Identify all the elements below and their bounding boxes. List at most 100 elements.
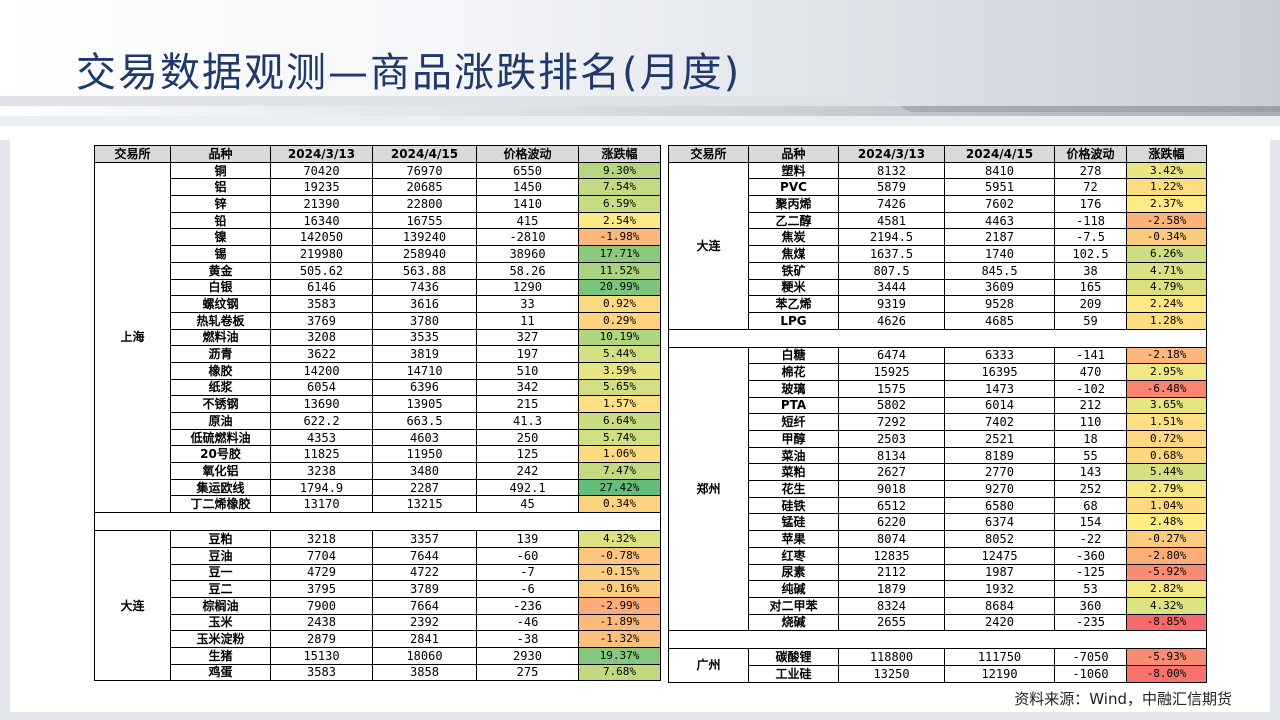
product-name-cell: 不锈钢 — [170, 395, 271, 413]
price-change-cell: 510 — [476, 361, 579, 380]
change-percent-cell: 20.99% — [578, 278, 661, 297]
table-row: 乙二醇 4581 4463 -118 -2.58% — [669, 211, 1207, 230]
price-date-2-cell: 2187 — [944, 228, 1055, 247]
price-change-cell: -6 — [476, 580, 579, 598]
price-date-2-cell: 139240 — [372, 228, 477, 247]
price-change-cell: -7 — [476, 563, 579, 582]
table-row: 郑州 白糖 6474 6333 -141 -2.18% — [668, 346, 1207, 632]
table-row: 菜粕 2627 2770 143 5.44% — [669, 463, 1207, 482]
table-row: 铝 19235 20685 1450 7.54% — [95, 178, 661, 197]
product-name-cell: 甲醇 — [748, 430, 839, 448]
product-name-cell: 氧化铝 — [170, 462, 271, 480]
change-percent-cell: 0.68% — [1126, 446, 1207, 465]
price-date-1-cell: 142050 — [270, 228, 373, 247]
table-row: 锰硅 6220 6374 154 2.48% — [669, 513, 1207, 532]
change-percent-cell: -0.16% — [578, 580, 661, 598]
exchange-cell: 大连 — [94, 530, 171, 682]
price-date-1-cell: 2194.5 — [838, 228, 945, 247]
change-percent-cell: -0.15% — [578, 563, 661, 582]
price-change-cell: 275 — [476, 663, 579, 682]
price-date-2-cell: 16755 — [372, 211, 477, 230]
price-date-1-cell: 1575 — [838, 379, 945, 398]
left-price-table: 交易所 品种 2024/3/13 2024/4/15 价格波动 涨跌幅 上海铜 7… — [94, 145, 661, 682]
table-row: 原油 622.2 663.5 41.3 6.64% — [95, 412, 661, 430]
price-date-1-cell: 3795 — [270, 580, 373, 598]
price-date-2-cell: 111750 — [944, 648, 1055, 666]
price-change-cell: -7050 — [1054, 648, 1127, 666]
price-change-cell: 278 — [1054, 161, 1127, 180]
change-percent-cell: -2.99% — [578, 596, 661, 615]
price-date-2-cell: 6580 — [944, 496, 1055, 515]
price-date-1-cell: 16340 — [270, 211, 373, 230]
price-date-2-cell: 8052 — [944, 530, 1055, 548]
price-date-2-cell: 1473 — [944, 379, 1055, 398]
product-name-cell: 鸡蛋 — [170, 663, 271, 682]
price-change-cell: -235 — [1054, 613, 1127, 632]
change-percent-cell: 7.47% — [578, 462, 661, 480]
price-change-cell: 2930 — [476, 646, 579, 665]
change-percent-cell: 27.42% — [578, 478, 661, 497]
price-change-cell: 1450 — [476, 178, 579, 197]
product-name-cell: 豆二 — [170, 580, 271, 598]
product-name-cell: 尿素 — [748, 563, 839, 582]
table-row: 铅 16340 16755 415 2.54% — [95, 211, 661, 230]
price-change-cell: 68 — [1054, 496, 1127, 515]
product-name-cell: 苹果 — [748, 530, 839, 548]
price-date-2-cell: 9270 — [944, 480, 1055, 498]
table-row: 铁矿 807.5 845.5 38 4.71% — [669, 261, 1207, 280]
change-percent-cell: 17.71% — [578, 245, 661, 263]
price-date-1-cell: 7292 — [838, 413, 945, 431]
table-row: 豆一 4729 4722 -7 -0.15% — [95, 563, 661, 582]
price-change-cell: -7.5 — [1054, 228, 1127, 247]
price-date-2-cell: 7644 — [372, 546, 477, 565]
product-name-cell: 铅 — [170, 211, 271, 230]
price-change-cell: 176 — [1054, 195, 1127, 213]
table-row: 硅铁 6512 6580 68 1.04% — [669, 496, 1207, 515]
product-name-cell: 棕榈油 — [170, 596, 271, 615]
product-name-cell: 黄金 — [170, 261, 271, 280]
table-row: 红枣 12835 12475 -360 -2.80% — [669, 546, 1207, 565]
product-name-cell: 苯乙烯 — [748, 295, 839, 313]
product-name-cell: 铜 — [170, 161, 271, 180]
price-change-cell: 139 — [476, 530, 579, 548]
price-change-cell: 6550 — [476, 161, 579, 180]
table-row: PVC 5879 5951 72 1.22% — [669, 178, 1207, 197]
change-percent-cell: 0.29% — [578, 311, 661, 330]
change-percent-cell: 0.92% — [578, 295, 661, 313]
source-note: 资料来源：Wind，中融汇信期货 — [1014, 690, 1232, 708]
header-date-2: 2024/4/15 — [372, 145, 477, 163]
price-date-2-cell: 3780 — [372, 311, 477, 330]
table-row: 对二甲苯 8324 8684 360 4.32% — [669, 596, 1207, 615]
table-row: 丁二烯橡胶 13170 13215 45 0.34% — [95, 495, 661, 514]
price-date-2-cell: 4685 — [944, 311, 1055, 330]
change-percent-cell: -8.00% — [1126, 664, 1207, 683]
change-percent-cell: 5.74% — [578, 428, 661, 447]
change-percent-cell: -0.78% — [578, 546, 661, 565]
price-date-2-cell: 13905 — [372, 395, 477, 413]
change-percent-cell: 3.59% — [578, 361, 661, 380]
change-percent-cell: 4.79% — [1126, 278, 1207, 297]
price-date-1-cell: 12835 — [838, 546, 945, 565]
exchange-cell: 郑州 — [668, 346, 749, 632]
table-row: 粳米 3444 3609 165 4.79% — [669, 278, 1207, 297]
product-name-cell: 玻璃 — [748, 379, 839, 398]
price-change-cell: -102 — [1054, 379, 1127, 398]
change-percent-cell: 6.59% — [578, 195, 661, 213]
price-date-1-cell: 11825 — [270, 445, 373, 464]
product-name-cell: 菜粕 — [748, 463, 839, 482]
table-row: 豆二 3795 3789 -6 -0.16% — [95, 580, 661, 598]
table-row: 锌 21390 22800 1410 6.59% — [95, 195, 661, 213]
product-name-cell: 棉花 — [748, 363, 839, 381]
price-change-cell: 250 — [476, 428, 579, 447]
table-row: 花生 9018 9270 252 2.79% — [669, 480, 1207, 498]
price-change-cell: 212 — [1054, 396, 1127, 415]
price-change-cell: -360 — [1054, 546, 1127, 565]
price-date-2-cell: 5951 — [944, 178, 1055, 197]
price-date-1-cell: 13690 — [270, 395, 373, 413]
price-change-cell: 33 — [476, 295, 579, 313]
product-name-cell: 对二甲苯 — [748, 596, 839, 615]
price-date-2-cell: 4603 — [372, 428, 477, 447]
group-separator-row — [668, 630, 1207, 650]
product-name-cell: 豆油 — [170, 546, 271, 565]
product-name-cell: 原油 — [170, 412, 271, 430]
